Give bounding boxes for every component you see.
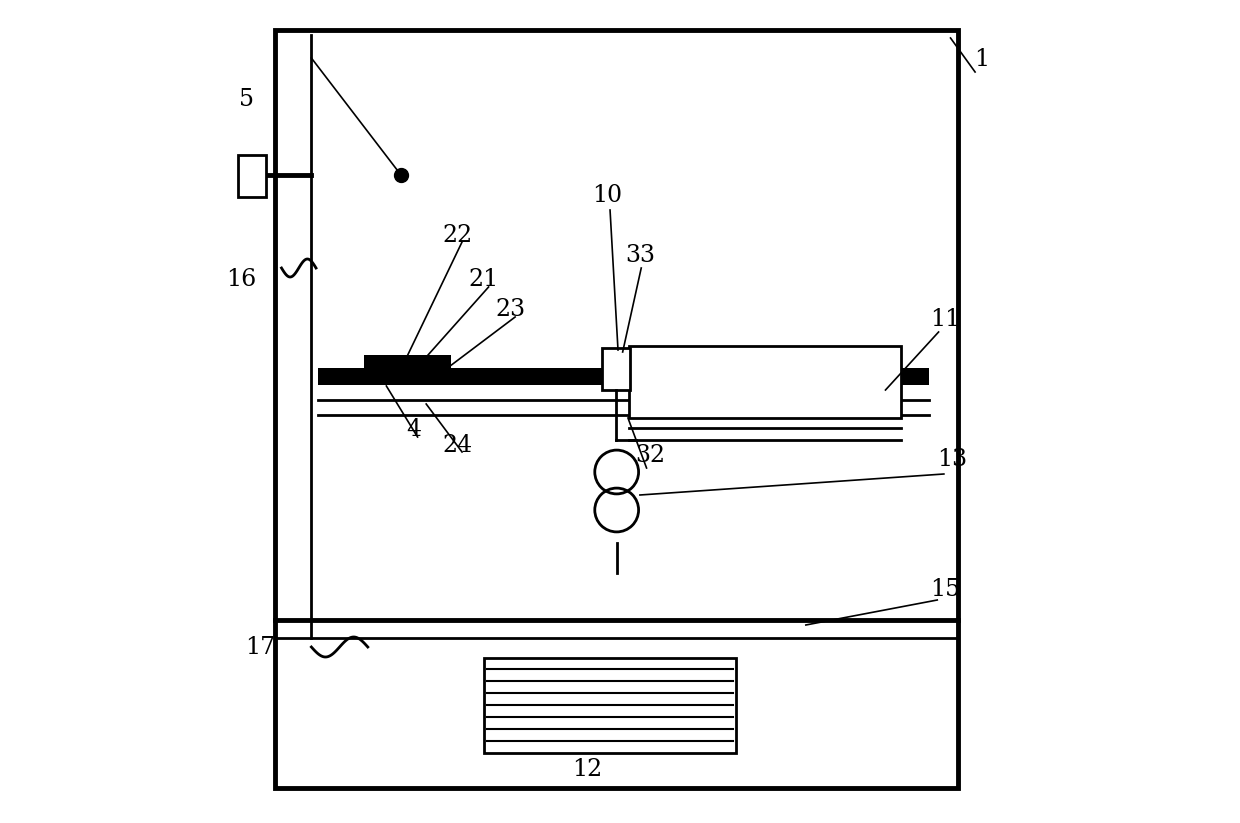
Text: 33: 33 — [625, 244, 655, 267]
Text: 23: 23 — [496, 299, 526, 322]
Text: 5: 5 — [239, 89, 254, 111]
Text: 4: 4 — [407, 419, 422, 441]
Text: 17: 17 — [246, 636, 275, 659]
Text: 21: 21 — [469, 268, 498, 291]
Text: 1: 1 — [975, 49, 990, 72]
Bar — [365, 355, 451, 383]
Bar — [275, 30, 959, 788]
Bar — [238, 155, 267, 197]
Bar — [629, 346, 900, 418]
Text: 15: 15 — [930, 579, 960, 602]
Text: 32: 32 — [635, 444, 665, 467]
Text: 10: 10 — [591, 184, 621, 207]
Text: 22: 22 — [443, 224, 472, 247]
Text: 11: 11 — [930, 309, 960, 332]
Text: 12: 12 — [572, 759, 601, 782]
Text: 16: 16 — [227, 268, 257, 291]
Text: 24: 24 — [443, 434, 472, 457]
Bar — [317, 368, 929, 385]
Text: 13: 13 — [936, 449, 967, 472]
Bar — [484, 658, 737, 753]
Bar — [603, 348, 630, 390]
